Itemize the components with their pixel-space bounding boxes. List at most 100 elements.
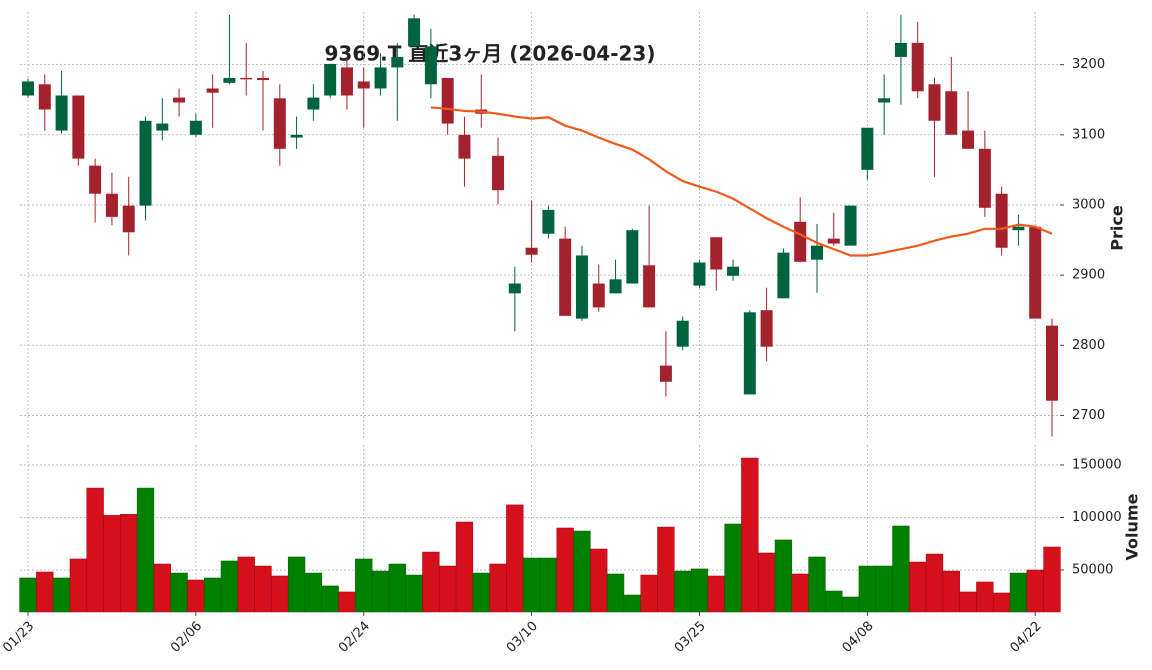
volume-bar xyxy=(556,527,574,613)
candle-body xyxy=(643,265,656,308)
candle-body xyxy=(38,84,51,110)
candle-body xyxy=(542,209,555,234)
candle-body xyxy=(710,237,723,270)
candle-body xyxy=(878,98,891,103)
volume-bar xyxy=(489,563,507,613)
candle-body xyxy=(206,88,219,93)
candle-body xyxy=(609,279,622,294)
volume-bar xyxy=(187,579,205,613)
candle-body xyxy=(1029,226,1042,319)
volume-bar xyxy=(875,565,893,613)
candle-body xyxy=(340,67,353,96)
volume-bar xyxy=(858,565,876,613)
y-tick-label: 3100 xyxy=(1072,127,1105,142)
volume-bar xyxy=(892,525,910,613)
candle-body xyxy=(743,312,756,395)
volume-bar xyxy=(103,515,121,613)
candle-body xyxy=(827,238,840,244)
y-tick-label: 3200 xyxy=(1072,57,1105,72)
candle-body xyxy=(810,245,823,260)
candle-body xyxy=(357,81,370,89)
candle-body xyxy=(55,95,68,131)
volume-bar xyxy=(1026,569,1044,613)
candle-body xyxy=(962,130,975,149)
volume-bar xyxy=(757,552,776,613)
volume-bar xyxy=(388,563,406,613)
volume-bar xyxy=(19,577,37,613)
volume-tick-label: 50000 xyxy=(1072,562,1113,577)
candle-body xyxy=(777,252,790,299)
volume-bar xyxy=(506,504,524,613)
y-axis-label: Price xyxy=(1108,205,1127,251)
volume-bar xyxy=(52,577,71,613)
moving-average xyxy=(430,106,1053,257)
volume-bar xyxy=(254,565,272,613)
volume-bar xyxy=(724,523,742,613)
candle-body xyxy=(492,155,505,191)
candle-body xyxy=(693,262,706,286)
volume-bar xyxy=(774,539,793,613)
candle-body xyxy=(1046,325,1058,401)
volume-bar xyxy=(573,530,591,613)
volume-bar xyxy=(439,565,457,613)
y-tick-label: 2700 xyxy=(1072,408,1105,423)
y-tick-label: 3000 xyxy=(1072,197,1105,212)
x-tick-label: 02/24 xyxy=(336,619,373,656)
candle-body xyxy=(122,205,135,233)
candle-body xyxy=(72,95,85,159)
candle-body xyxy=(156,123,169,131)
volume-bar xyxy=(657,526,675,613)
volume-bar xyxy=(338,591,356,613)
candle-body xyxy=(290,134,303,138)
volume-bar xyxy=(287,556,306,613)
candle-body xyxy=(105,193,118,217)
volume-bar xyxy=(640,574,658,613)
volume-bar xyxy=(86,487,104,613)
candle-body xyxy=(575,255,588,319)
x-tick-label: 03/25 xyxy=(672,619,709,656)
candle-body xyxy=(408,18,421,47)
candle-body xyxy=(223,77,236,83)
candle-body xyxy=(727,266,740,276)
candle-body xyxy=(22,81,34,96)
y-tick-label: 2900 xyxy=(1072,268,1105,283)
candle-body xyxy=(928,84,941,121)
candle-body xyxy=(441,77,454,124)
volume-bar xyxy=(204,577,222,613)
candle-body xyxy=(458,134,471,159)
candle-body xyxy=(911,42,924,92)
volume-bar xyxy=(959,591,977,613)
candle-body xyxy=(257,77,270,81)
candle-body xyxy=(1012,226,1025,231)
candle-body xyxy=(374,67,387,89)
volume-bar xyxy=(976,581,994,613)
volume-bar xyxy=(674,570,692,613)
candle-body xyxy=(508,283,521,294)
volume-bar xyxy=(690,568,709,613)
candle-body xyxy=(626,230,639,284)
volume-bar xyxy=(992,592,1011,613)
volume-bar xyxy=(791,573,809,613)
candle-body xyxy=(760,310,773,347)
candle-body xyxy=(861,127,874,170)
x-tick-label: 02/06 xyxy=(168,619,205,656)
x-tick-label: 04/08 xyxy=(840,619,877,656)
volume-bar xyxy=(371,570,390,613)
volume-bar xyxy=(1009,572,1028,613)
volume-bar xyxy=(606,573,625,613)
candle-body xyxy=(324,63,337,96)
volume-bar xyxy=(153,563,171,613)
x-tick-label: 03/10 xyxy=(504,619,541,656)
volume-bar xyxy=(590,548,608,613)
candle-body xyxy=(559,238,572,316)
volume-bar xyxy=(170,572,188,613)
candle-body xyxy=(240,77,253,80)
candle-body xyxy=(794,221,807,262)
candle-body xyxy=(525,247,538,255)
volume-bar xyxy=(925,553,944,613)
volume-bar xyxy=(623,594,641,613)
volume-bar xyxy=(405,574,423,613)
volume-bar xyxy=(136,487,155,613)
candle-body xyxy=(592,283,605,308)
